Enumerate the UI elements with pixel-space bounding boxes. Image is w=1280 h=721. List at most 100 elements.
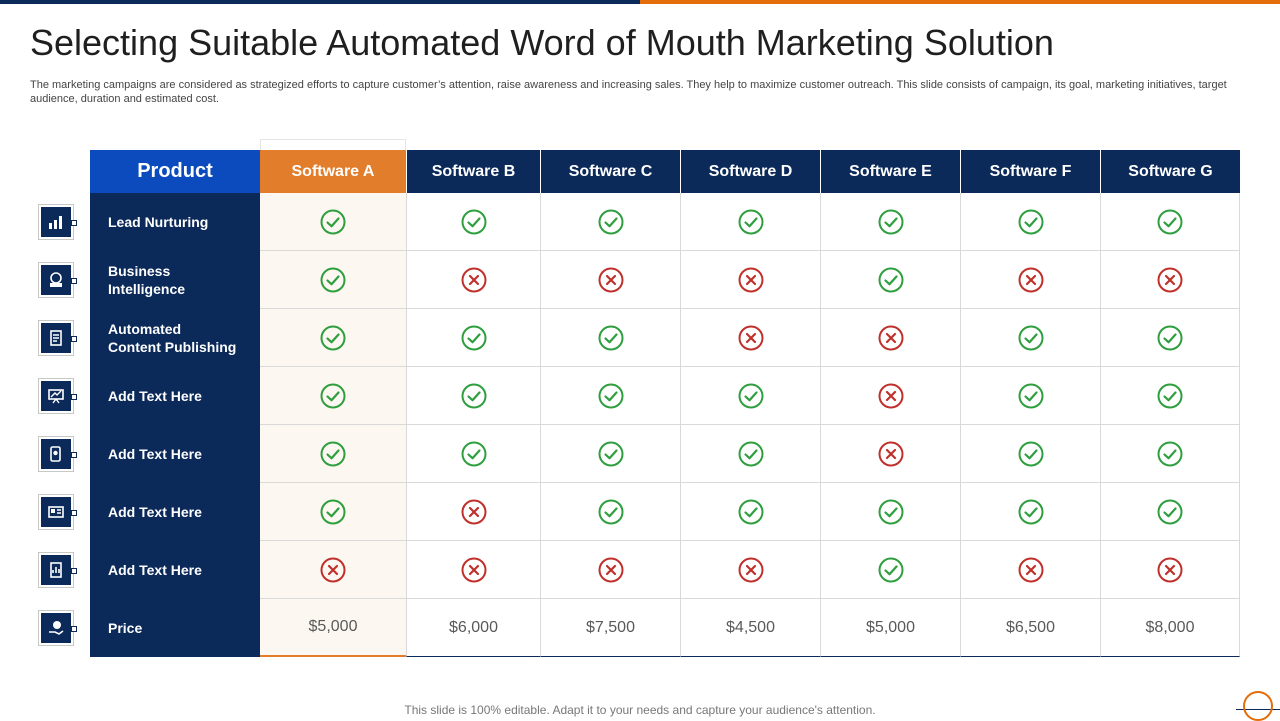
header-software-a: Software A	[260, 150, 406, 193]
table-cell	[820, 193, 960, 251]
connector-dot	[71, 220, 77, 226]
row-icon-box	[38, 552, 77, 588]
row-label-price: Price	[90, 599, 260, 657]
table-cell	[406, 367, 540, 425]
table-cell	[960, 367, 1100, 425]
table-cell	[540, 193, 680, 251]
table-cell	[260, 483, 406, 541]
price-cell: $4,500	[680, 599, 820, 657]
check-icon	[320, 499, 346, 525]
connector-dot	[71, 568, 77, 574]
check-icon	[598, 499, 624, 525]
table-cell	[960, 251, 1100, 309]
table-cell	[1100, 425, 1240, 483]
check-icon	[738, 499, 764, 525]
check-icon	[598, 209, 624, 235]
check-icon	[738, 383, 764, 409]
table-cell	[1100, 367, 1240, 425]
header-software-f: Software F	[960, 150, 1100, 193]
table-cell	[1100, 483, 1240, 541]
cross-icon	[598, 557, 624, 583]
price-cell: $5,000	[820, 599, 960, 657]
table-cell	[260, 367, 406, 425]
check-icon	[320, 441, 346, 467]
row-label: Add Text Here	[90, 541, 260, 599]
cross-icon	[878, 441, 904, 467]
table-cell	[540, 541, 680, 599]
row-icon-box	[38, 610, 77, 646]
cross-icon	[598, 267, 624, 293]
cross-icon	[1157, 557, 1183, 583]
check-icon	[598, 441, 624, 467]
row-icon-box	[38, 204, 77, 240]
row-label: Add Text Here	[90, 483, 260, 541]
check-icon	[598, 383, 624, 409]
row-label: Business Intelligence	[90, 251, 260, 309]
table-cell	[540, 367, 680, 425]
cross-icon	[461, 267, 487, 293]
check-icon	[738, 209, 764, 235]
row-label: Automated Content Publishing	[90, 309, 260, 367]
cross-icon	[1157, 267, 1183, 293]
table-cell	[820, 541, 960, 599]
cross-icon	[1018, 267, 1044, 293]
table-cell	[260, 193, 406, 251]
table-cell	[540, 251, 680, 309]
check-icon	[878, 557, 904, 583]
check-icon	[461, 383, 487, 409]
connector-dot	[71, 452, 77, 458]
check-icon	[1157, 325, 1183, 351]
connector-dot	[71, 394, 77, 400]
table-cell	[406, 483, 540, 541]
check-icon	[1018, 383, 1044, 409]
connector-dot	[71, 510, 77, 516]
cross-icon	[738, 325, 764, 351]
table-cell	[820, 425, 960, 483]
table-cell	[960, 425, 1100, 483]
row-label: Add Text Here	[90, 367, 260, 425]
price-cell: $5,000	[260, 599, 406, 657]
table-cell	[960, 309, 1100, 367]
table-cell	[406, 425, 540, 483]
connector-dot	[71, 336, 77, 342]
row-label: Lead Nurturing	[90, 193, 260, 251]
check-icon	[878, 499, 904, 525]
check-icon	[320, 209, 346, 235]
check-icon	[320, 383, 346, 409]
report-icon	[41, 555, 71, 585]
price-cell: $8,000	[1100, 599, 1240, 657]
row-icon-box	[38, 494, 77, 530]
brain-icon	[41, 265, 71, 295]
cross-icon	[738, 267, 764, 293]
connector-dot	[71, 278, 77, 284]
table-cell	[820, 251, 960, 309]
connector-dot	[71, 626, 77, 632]
table-cell	[540, 483, 680, 541]
bar-chart-icon	[41, 207, 71, 237]
table-cell	[680, 483, 820, 541]
check-icon	[1157, 499, 1183, 525]
table-cell	[406, 251, 540, 309]
header-software-g: Software G	[1100, 150, 1240, 193]
top-bar-orange	[640, 0, 1280, 4]
cross-icon	[461, 557, 487, 583]
check-icon	[320, 325, 346, 351]
row-icon-box	[38, 378, 77, 414]
table-cell	[1100, 193, 1240, 251]
check-icon	[461, 325, 487, 351]
cross-icon	[320, 557, 346, 583]
document-icon	[41, 323, 71, 353]
check-icon	[738, 441, 764, 467]
top-bar-navy	[0, 0, 640, 4]
table-cell	[260, 309, 406, 367]
table-cell	[680, 425, 820, 483]
table-cell	[820, 309, 960, 367]
table-cell	[406, 309, 540, 367]
check-icon	[1018, 441, 1044, 467]
row-icon-box	[38, 262, 77, 298]
header-software-e: Software E	[820, 150, 960, 193]
money-hand-icon	[41, 613, 71, 643]
check-icon	[461, 441, 487, 467]
header-product: Product	[90, 150, 260, 193]
check-icon	[1157, 383, 1183, 409]
